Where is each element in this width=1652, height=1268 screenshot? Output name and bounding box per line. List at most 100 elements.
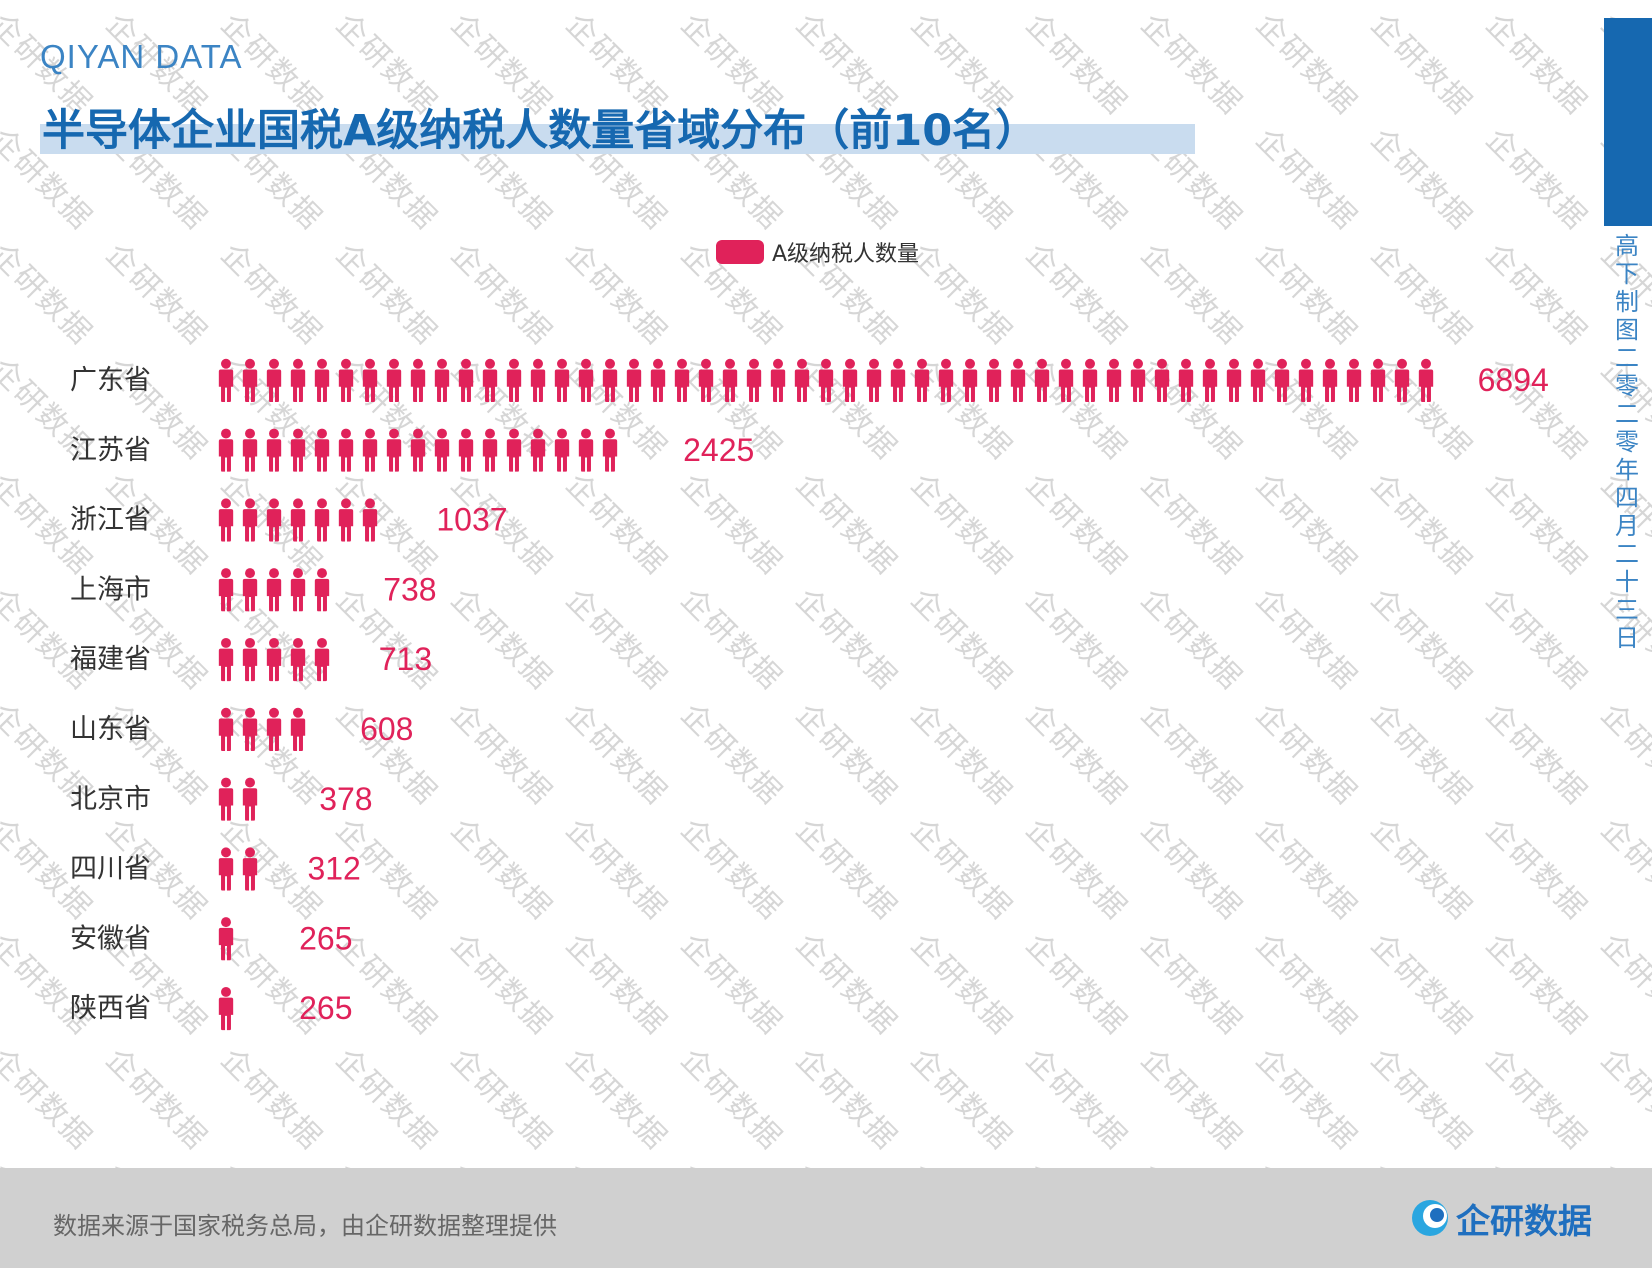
person-icon (1226, 358, 1242, 402)
watermark-text: 企研数据 (1363, 236, 1480, 353)
person-icon (554, 428, 570, 472)
bar-row: 上海市 738 (70, 568, 437, 612)
person-icon (218, 637, 234, 682)
person-icon (506, 358, 522, 402)
watermark-text: 企研数据 (1478, 121, 1595, 238)
person-icon (482, 358, 498, 402)
bar-row: 广东省 6894 (70, 358, 1549, 402)
person-icon (626, 428, 642, 472)
person-icon (1082, 358, 1098, 402)
category-label: 四川省 (70, 854, 151, 885)
person-icon (578, 428, 594, 472)
person-icon (842, 358, 858, 402)
bar-row: 江苏省 2425 (70, 428, 754, 472)
person-icon (242, 568, 258, 612)
watermark-text: 企研数据 (1593, 926, 1652, 1043)
watermark-text: 企研数据 (328, 236, 445, 353)
bar-row: 山东省 608 (70, 707, 413, 751)
side-caption: 高下制图 二零二零年四月二十三日 (1615, 232, 1639, 652)
watermark-text: 企研数据 (1363, 6, 1480, 123)
watermark-text: 企研数据 (443, 236, 560, 353)
person-icon (1250, 358, 1266, 402)
watermark-text: 企研数据 (213, 236, 330, 353)
person-icon (770, 358, 786, 402)
person-icon (722, 358, 738, 402)
person-icon (1010, 358, 1026, 402)
logo-icon (1412, 1200, 1448, 1236)
page-title: 半导体企业国税A级纳税人数量省域分布（前10名） (42, 106, 1039, 156)
person-icon (386, 358, 402, 402)
person-icon (458, 358, 474, 402)
person-icon (266, 498, 282, 542)
person-icon (242, 637, 258, 682)
person-icon (338, 568, 346, 612)
watermark-text: 企研数据 (1248, 236, 1365, 353)
watermark-text: 企研数据 (1478, 6, 1595, 123)
bar-row: 福建省 713 (70, 637, 432, 682)
person-icon (266, 637, 282, 682)
category-label: 陕西省 (70, 993, 151, 1024)
person-icon (698, 358, 714, 402)
person-icon (314, 637, 330, 682)
person-icon (626, 358, 642, 402)
brand-logo: 企研数据 (1410, 1196, 1592, 1242)
person-icon (386, 498, 398, 542)
category-label: 福建省 (70, 644, 151, 675)
person-icon (530, 428, 546, 472)
person-icon (314, 498, 330, 542)
person-icon (410, 428, 426, 472)
person-icon (410, 358, 426, 402)
value-label: 738 (383, 571, 436, 607)
person-icon (1130, 358, 1146, 402)
person-icon (1034, 358, 1050, 402)
person-icon (1058, 358, 1074, 402)
value-label: 1037 (436, 502, 507, 538)
person-icon (242, 358, 258, 402)
legend-swatch (716, 240, 764, 264)
value-label: 378 (319, 781, 372, 817)
person-icon (338, 428, 354, 472)
person-icon (1154, 358, 1170, 402)
person-icon (218, 986, 234, 1031)
person-icon (362, 428, 378, 472)
bar-row: 安徽省 265 (70, 917, 353, 961)
person-icon (1443, 359, 1457, 402)
bar-row: 四川省 312 (70, 847, 361, 891)
person-icon (242, 707, 258, 751)
chart-legend: A级纳税人数量 (716, 236, 919, 268)
person-icon (314, 568, 330, 612)
person-icon (1346, 358, 1362, 402)
value-label: 608 (360, 711, 413, 747)
person-icon (1274, 358, 1290, 402)
person-icon (578, 358, 594, 402)
person-icon (242, 847, 258, 891)
person-icon (266, 777, 280, 821)
person-icon (602, 358, 618, 402)
person-icon (266, 428, 282, 472)
person-icon (218, 847, 234, 891)
person-icon (1106, 358, 1122, 402)
person-icon (362, 358, 378, 402)
person-icon (602, 428, 618, 472)
person-icon (242, 777, 258, 821)
watermark-text: 企研数据 (1133, 236, 1250, 353)
person-icon (242, 428, 258, 472)
value-label: 312 (307, 851, 360, 887)
title-highlight (40, 124, 1195, 154)
person-icon (1370, 358, 1386, 402)
category-label: 山东省 (70, 714, 151, 745)
person-icon (914, 358, 930, 402)
person-icon (866, 358, 882, 402)
person-icon (314, 358, 330, 402)
person-icon (818, 358, 834, 402)
person-icon (218, 568, 234, 612)
category-label: 北京市 (70, 784, 151, 815)
watermark-text: 企研数据 (1248, 6, 1365, 123)
person-icon (458, 428, 474, 472)
person-icon (1322, 358, 1338, 402)
person-icon (1394, 358, 1410, 402)
value-label: 2425 (683, 432, 754, 468)
person-icon (290, 498, 306, 542)
watermark-text: 企研数据 (558, 236, 675, 353)
person-icon (242, 917, 258, 961)
